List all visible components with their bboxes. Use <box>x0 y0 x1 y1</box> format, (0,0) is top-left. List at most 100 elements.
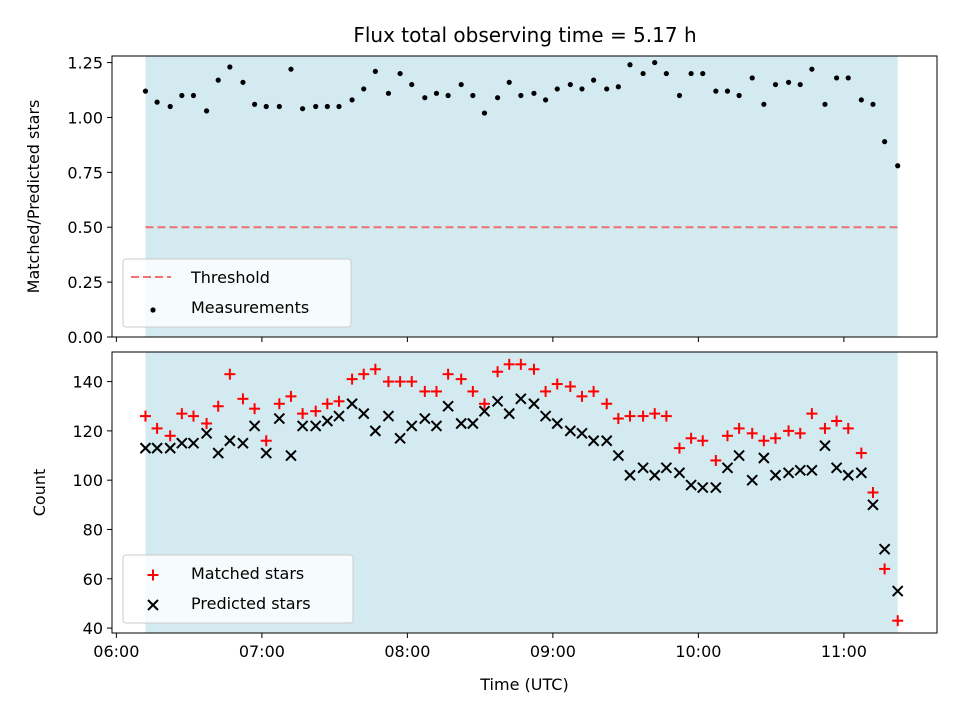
y-tick-label: 100 <box>72 471 103 490</box>
measurements-point <box>724 88 731 94</box>
marker-stroke <box>430 420 443 432</box>
measurements-point <box>251 101 258 107</box>
predicted-stars-point <box>260 447 272 459</box>
marker-stroke <box>697 481 709 494</box>
ratio-x-ticks <box>115 337 845 342</box>
matched-stars-point <box>564 381 576 393</box>
measurements-point <box>190 92 197 99</box>
marker-stroke <box>710 481 722 494</box>
marker-stroke <box>382 410 395 422</box>
matched-stars-point <box>721 430 733 442</box>
matched-stars-point <box>515 358 527 370</box>
matched-stars-point <box>794 427 806 439</box>
measurements-point <box>227 64 233 70</box>
marker-stroke <box>491 395 504 408</box>
marker-stroke <box>685 479 697 491</box>
marker-stroke <box>455 417 467 430</box>
measurements-point <box>361 86 367 92</box>
marker-stroke <box>406 420 418 432</box>
matched-stars-point <box>478 398 490 410</box>
marker-stroke <box>333 410 345 422</box>
matched-stars-point <box>369 363 381 375</box>
predicted-stars-point <box>551 417 563 430</box>
predicted-stars-point <box>369 425 382 437</box>
matched-stars-point <box>806 408 818 420</box>
predicted-stars-point <box>539 410 552 422</box>
matched-stars-point <box>249 403 261 415</box>
predicted-stars-point <box>842 469 854 481</box>
matched-stars-point <box>892 615 904 627</box>
matched-stars-point <box>139 410 151 422</box>
measurements-point <box>640 70 646 77</box>
matched-stars-point <box>783 425 795 437</box>
matched-stars-point <box>769 432 781 444</box>
matched-stars-point <box>637 410 649 422</box>
matched-stars-point <box>528 363 540 375</box>
marker-stroke <box>576 427 588 440</box>
matched-stars-point <box>260 435 272 447</box>
marker-stroke <box>733 449 745 462</box>
matched-stars-point <box>285 390 297 402</box>
measurements-point <box>615 84 621 90</box>
marker-stroke <box>200 427 213 440</box>
marker-stroke <box>176 437 188 449</box>
predicted-stars-point <box>273 412 286 425</box>
predicted-stars-point <box>212 447 224 459</box>
measurements-point <box>397 70 403 77</box>
marker-stroke <box>855 467 868 479</box>
measurements-point <box>713 88 719 94</box>
predicted-stars-point <box>394 432 406 444</box>
y-tick-label: 120 <box>72 422 103 441</box>
matched-stars-point <box>624 410 636 422</box>
matched-stars-point <box>733 422 745 434</box>
measurements-point <box>506 79 512 85</box>
predicted-stars-point <box>296 420 309 432</box>
marker-stroke <box>369 425 382 437</box>
measurements-point <box>604 86 610 92</box>
measurements-point <box>663 70 669 77</box>
marker-stroke <box>539 410 552 422</box>
matched-stars-point <box>612 413 624 425</box>
measurements-point <box>518 92 524 99</box>
matched-stars-point <box>660 410 672 422</box>
measurements-point <box>288 66 294 72</box>
marker-stroke <box>782 467 795 479</box>
marker-stroke <box>673 467 686 479</box>
y-tick-label: 0.00 <box>67 328 103 347</box>
measurements-point <box>858 97 864 103</box>
y-tick-label: 1.00 <box>67 108 103 127</box>
measurements-point <box>215 77 221 83</box>
measurements-point <box>652 59 658 66</box>
marker-stroke <box>224 435 236 447</box>
matched-stars-point <box>455 373 467 385</box>
matched-stars-point <box>588 385 600 397</box>
measurements-point <box>591 77 597 83</box>
matched-stars-point <box>237 393 249 405</box>
marker-stroke <box>515 393 527 405</box>
y-tick-label: 0.50 <box>67 218 103 237</box>
marker-stroke <box>285 449 297 462</box>
predicted-stars-point <box>455 417 467 430</box>
measurements-point <box>736 92 742 99</box>
predicted-stars-point <box>601 435 613 447</box>
predicted-stars-point <box>697 481 709 494</box>
matched-stars-point <box>746 427 758 439</box>
ratio-panel: 0.00 0.25 0.50 0.75 1.00 1.25 Matched/Predict… <box>24 54 938 347</box>
matched-stars-point <box>164 430 176 442</box>
count-legend: Matched stars Predicted stars <box>122 554 354 624</box>
predicted-stars-point <box>151 442 163 454</box>
matched-stars-point <box>430 385 442 397</box>
measurements-point <box>385 90 392 96</box>
marker-stroke <box>273 412 286 425</box>
count-y-ticks: 40 60 80 100 120 140 <box>72 373 112 638</box>
predicted-stars-point <box>649 469 661 481</box>
measurements-point <box>263 103 269 110</box>
measurements-point <box>372 68 378 74</box>
predicted-stars-point <box>685 479 697 491</box>
predicted-stars-point <box>746 474 758 486</box>
marker-stroke <box>878 543 891 555</box>
measurements-legend-label: Measurements <box>191 298 309 317</box>
marker-stroke <box>830 462 843 474</box>
marker-stroke <box>769 469 782 481</box>
matched-stars-point <box>492 366 504 378</box>
